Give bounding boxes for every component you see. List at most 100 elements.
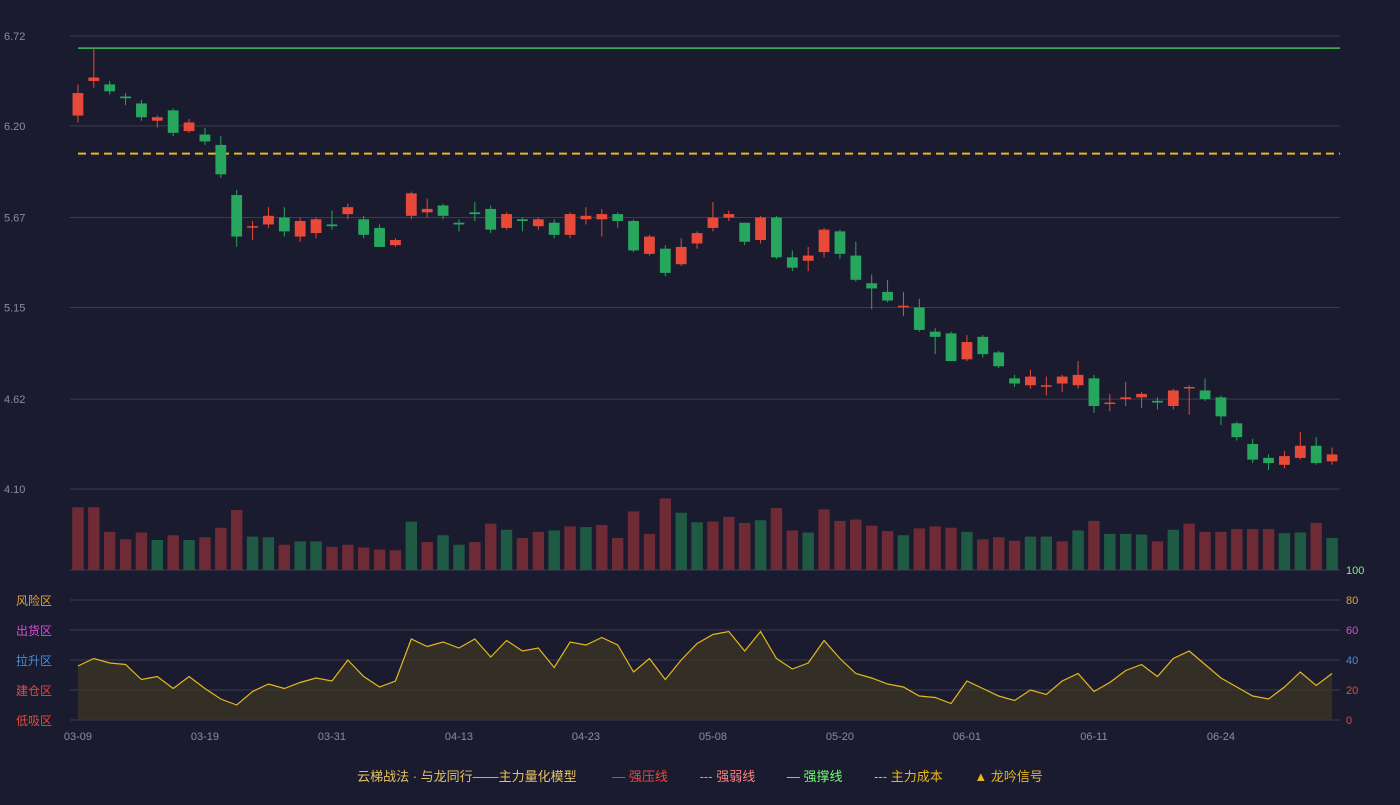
oscillator-tick-label: 0 [1346, 715, 1352, 727]
volume-bar [421, 542, 433, 570]
volume-bar [611, 537, 624, 570]
legend-symbol-resistance: — [612, 769, 626, 784]
candle-body [1183, 386, 1195, 389]
candle-body [326, 224, 338, 227]
volume-bar [1104, 533, 1116, 570]
volume-bar [707, 521, 719, 570]
volume-bar [1088, 520, 1100, 570]
legend-label-strength: 强弱线 [716, 769, 756, 784]
volume-bar [992, 537, 1005, 570]
oscillator-tick-label: 100 [1346, 565, 1364, 577]
volume-bar [183, 540, 195, 570]
candle-body [945, 333, 957, 362]
volume-bar [1008, 540, 1021, 570]
zone-label: 出货区 [16, 623, 52, 638]
x-tick-label: 06-24 [1207, 731, 1235, 743]
candle-body [263, 215, 274, 225]
volume-bar [548, 530, 560, 570]
candle-body [1040, 385, 1052, 387]
candle-body [866, 283, 878, 289]
volume-bar [723, 516, 735, 570]
legend-symbol-support: — [786, 769, 800, 784]
volume-bar [500, 529, 513, 570]
candle-body [993, 352, 1005, 367]
candle-body [580, 215, 592, 220]
candle-body [485, 208, 497, 230]
volume-bar [865, 525, 878, 570]
volume-bar [1135, 534, 1148, 570]
candle-body [548, 222, 560, 235]
candle-body [564, 214, 576, 235]
candle-body [913, 307, 925, 330]
volume-bar [278, 544, 291, 570]
volume-bar [738, 522, 751, 570]
candle-body [898, 305, 909, 308]
volume-bar [1151, 541, 1164, 570]
volume-bar [834, 520, 846, 570]
oscillator-tick-label: 40 [1346, 655, 1358, 667]
volume-bar [945, 527, 957, 570]
volume-bar [818, 509, 830, 570]
volume-bar [1326, 537, 1338, 570]
x-tick-label: 04-23 [572, 731, 600, 743]
legend-label-support: 强撑线 [803, 769, 843, 784]
candle-body [517, 219, 528, 222]
volume-bar [1199, 531, 1211, 570]
candle-body [532, 219, 544, 227]
volume-bar [167, 535, 179, 570]
candle-body [215, 144, 227, 175]
legend-symbol-signal: ▲ [974, 769, 988, 784]
price-tick-label: 5.67 [4, 213, 25, 225]
zone-label: 风险区 [16, 593, 52, 608]
volume-bar [770, 507, 783, 570]
candle-body [691, 233, 703, 244]
candle-body [1294, 445, 1306, 458]
candle-body [453, 222, 465, 225]
volume-bar [357, 547, 370, 570]
volume-bar [675, 512, 687, 570]
volume-bar [897, 535, 910, 570]
volume-bar [929, 526, 941, 570]
candle-body [278, 217, 290, 232]
candle-body [294, 221, 306, 237]
candle-body [628, 221, 639, 251]
volume-bar [627, 511, 640, 570]
x-tick-label: 05-20 [826, 731, 854, 743]
candle-body [961, 342, 973, 360]
price-tick-label: 6.72 [4, 31, 25, 43]
candle-body [342, 207, 354, 215]
candle-body [786, 257, 798, 268]
volume-bar [1262, 529, 1275, 570]
oscillator-area [77, 631, 1333, 720]
price-tick-label: 5.15 [4, 302, 25, 314]
volume-bar [437, 535, 449, 570]
volume-bar [643, 533, 656, 570]
oscillator-line [77, 630, 1333, 706]
legend-item-cost: --- 主力成本 [874, 769, 946, 784]
candle-body [1231, 423, 1243, 438]
legend-label-resistance: 强压线 [628, 769, 668, 784]
price-tick-label: 6.20 [4, 121, 25, 133]
volume-bar [659, 498, 672, 570]
candle-body [675, 246, 687, 265]
candle-body [421, 208, 433, 213]
volume-bar [850, 519, 862, 570]
volume-bar [373, 549, 386, 570]
volume-bar [691, 522, 703, 570]
candle-body [659, 248, 671, 273]
volume-bar [1056, 541, 1068, 570]
candle-body [104, 84, 116, 92]
volume-bar [389, 550, 402, 570]
oscillator-tick-label: 20 [1346, 685, 1358, 697]
candle-body [707, 217, 719, 228]
candle-body [72, 93, 84, 116]
volume-bar [913, 528, 926, 570]
volume-bar [596, 525, 608, 570]
x-tick-label: 05-08 [699, 731, 727, 743]
candle-body [929, 331, 941, 337]
volume-bar [484, 523, 497, 570]
candle-body [723, 214, 735, 218]
volume-bar [961, 531, 973, 570]
